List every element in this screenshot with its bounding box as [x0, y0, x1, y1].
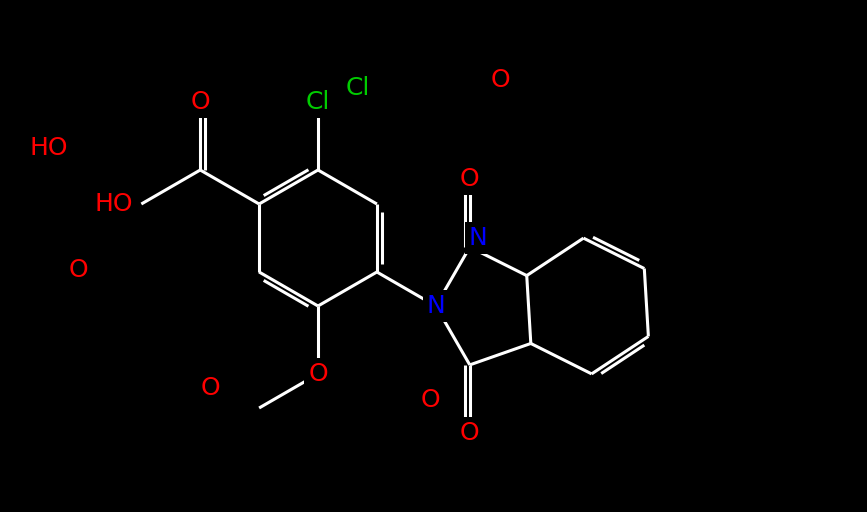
- Text: O: O: [191, 90, 210, 114]
- Text: O: O: [460, 421, 479, 445]
- Text: O: O: [68, 258, 88, 282]
- Text: Cl: Cl: [346, 76, 370, 100]
- Text: O: O: [308, 362, 328, 386]
- Text: O: O: [420, 388, 440, 412]
- Text: O: O: [200, 376, 220, 400]
- Text: O: O: [460, 167, 479, 191]
- Text: N: N: [469, 226, 487, 250]
- Text: Cl: Cl: [306, 90, 330, 114]
- Text: HO: HO: [95, 192, 134, 216]
- Text: HO: HO: [29, 136, 68, 160]
- Text: O: O: [490, 68, 510, 92]
- Text: N: N: [427, 294, 445, 318]
